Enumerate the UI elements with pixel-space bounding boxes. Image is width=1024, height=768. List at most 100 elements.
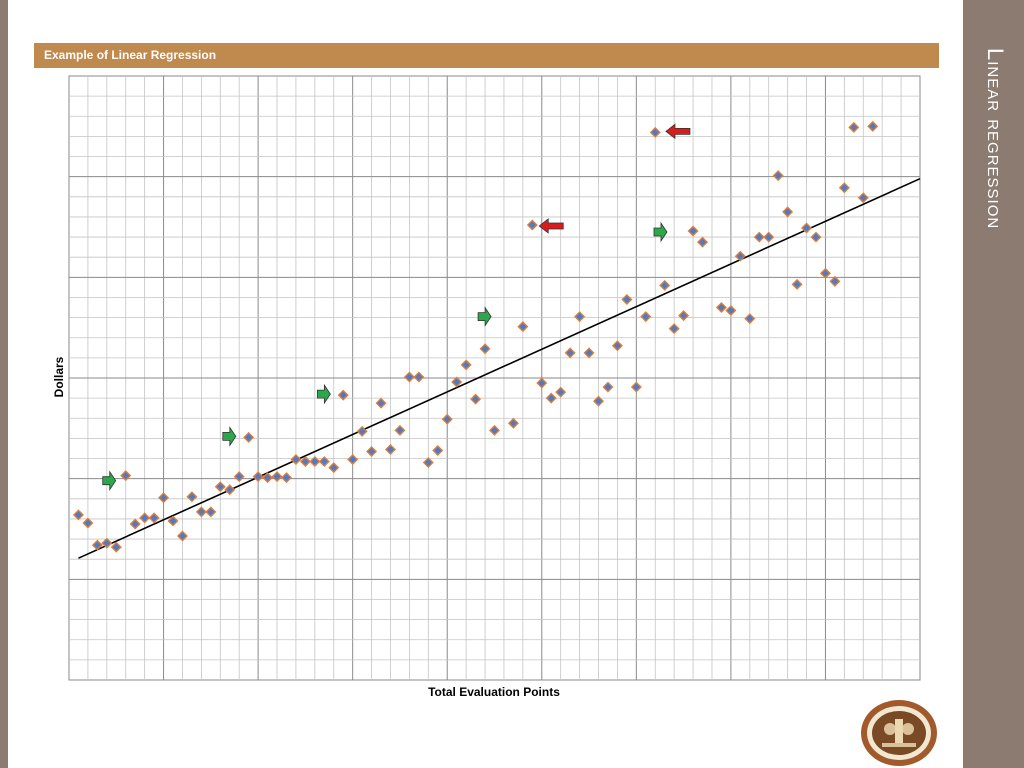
data-point — [205, 506, 217, 518]
arrow-right-icon — [316, 383, 331, 405]
data-point — [195, 506, 207, 518]
data-points — [72, 120, 879, 553]
data-point — [233, 471, 245, 483]
data-point — [810, 231, 822, 243]
data-point — [366, 445, 378, 457]
arrow-right-icon — [222, 426, 237, 447]
data-point — [290, 454, 302, 466]
data-point — [91, 539, 103, 551]
data-point — [271, 471, 283, 483]
data-point — [583, 347, 595, 359]
annotation-arrows — [102, 123, 691, 492]
data-point — [139, 512, 151, 524]
data-point — [649, 126, 661, 138]
slide-title-bar: Example of Linear Regression — [34, 43, 939, 68]
data-point — [640, 311, 652, 323]
data-point — [470, 393, 482, 405]
data-point — [838, 182, 850, 194]
data-point — [687, 225, 699, 237]
slide-title: Example of Linear Regression — [44, 48, 217, 62]
data-point — [318, 456, 330, 468]
data-point — [536, 377, 548, 389]
data-point — [630, 381, 642, 393]
data-point — [772, 170, 784, 182]
side-title: Linear regression — [983, 48, 1008, 230]
data-point — [224, 484, 236, 496]
data-point — [158, 492, 170, 504]
data-point — [309, 456, 321, 468]
y-axis-label: Dollars — [52, 356, 66, 397]
data-point — [526, 219, 538, 231]
side-panel — [963, 0, 1024, 768]
data-point — [517, 321, 529, 333]
data-point — [857, 192, 869, 204]
regression-line — [78, 177, 921, 559]
data-point — [829, 275, 841, 287]
data-point — [403, 371, 415, 383]
data-point — [384, 443, 396, 455]
data-point — [507, 417, 519, 429]
data-point — [715, 302, 727, 314]
data-point — [82, 517, 94, 529]
data-point — [356, 425, 368, 437]
data-point — [167, 515, 179, 527]
data-point — [602, 381, 614, 393]
data-point — [460, 359, 472, 371]
data-point — [280, 472, 292, 484]
data-point — [819, 267, 831, 279]
data-point — [432, 444, 444, 456]
data-point — [621, 293, 633, 305]
data-point — [422, 457, 434, 469]
data-point — [545, 392, 557, 404]
data-point — [101, 537, 113, 549]
data-point — [744, 313, 756, 325]
data-point — [725, 305, 737, 317]
data-point — [801, 222, 813, 234]
data-point — [148, 512, 160, 524]
data-point — [697, 236, 709, 248]
arrow-left-icon — [665, 123, 691, 140]
data-point — [479, 343, 491, 355]
data-point — [262, 472, 274, 484]
data-point — [214, 481, 226, 493]
data-point — [611, 340, 623, 352]
data-point — [375, 397, 387, 409]
data-point — [413, 371, 425, 383]
data-point — [186, 491, 198, 503]
data-point — [347, 454, 359, 466]
data-point — [867, 120, 879, 132]
data-point — [782, 206, 794, 218]
data-point — [555, 386, 567, 398]
data-point — [337, 389, 349, 401]
data-point — [441, 413, 453, 425]
data-point — [394, 424, 406, 436]
data-point — [734, 250, 746, 262]
arrow-right-icon — [102, 470, 117, 492]
data-point — [72, 509, 84, 521]
data-point — [791, 278, 803, 290]
data-point — [299, 456, 311, 468]
data-point — [489, 424, 500, 436]
arrow-right-icon — [653, 221, 668, 243]
data-point — [176, 530, 188, 542]
data-point — [110, 541, 122, 553]
data-point — [243, 431, 255, 443]
data-point — [328, 462, 340, 474]
arrow-left-icon — [538, 218, 564, 234]
data-point — [593, 395, 605, 407]
data-point — [574, 311, 586, 323]
left-border-bar — [0, 0, 8, 768]
data-point — [129, 518, 141, 530]
x-axis-label: Total Evaluation Points — [428, 685, 560, 699]
data-point — [252, 471, 264, 483]
state-seal-icon — [861, 700, 937, 766]
data-point — [451, 376, 463, 388]
data-point — [753, 231, 765, 243]
data-point — [564, 347, 576, 359]
data-point — [668, 323, 680, 335]
data-point — [120, 470, 132, 482]
data-point — [763, 231, 775, 243]
data-point — [848, 121, 860, 133]
data-point — [678, 310, 690, 322]
